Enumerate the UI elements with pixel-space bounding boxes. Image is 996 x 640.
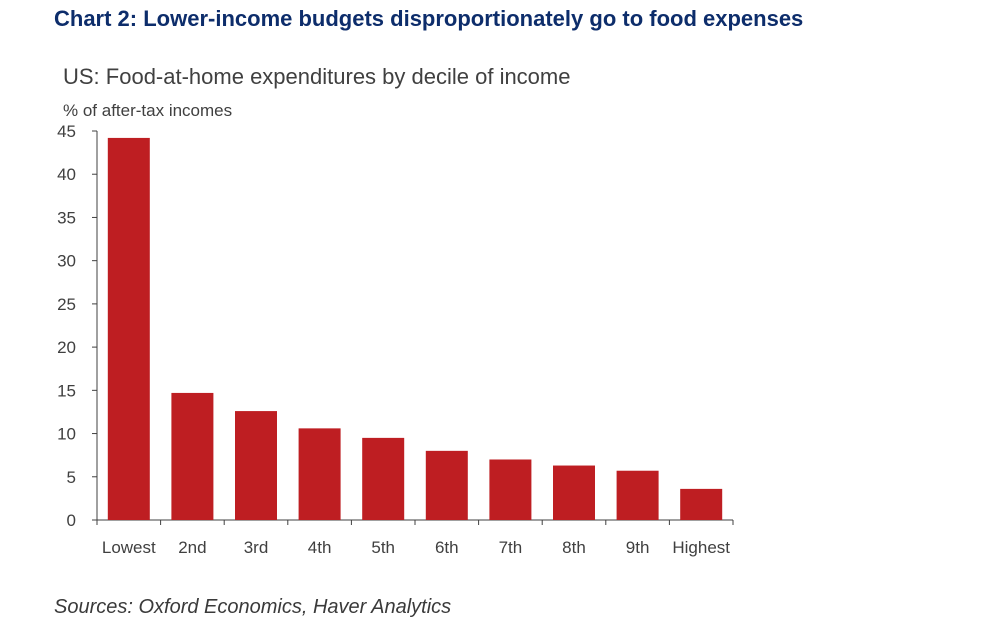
x-tick-label: Lowest [102, 538, 156, 557]
y-tick-label: 35 [57, 208, 76, 227]
y-axis-label: % of after-tax incomes [63, 101, 232, 120]
chart-title: US: Food-at-home expenditures by decile … [63, 64, 571, 89]
bar [107, 137, 150, 520]
y-tick-label: 0 [67, 511, 76, 530]
bar [425, 450, 468, 520]
x-tick-label: 7th [499, 538, 523, 557]
y-tick-label: 20 [57, 338, 76, 357]
x-tick-label: 8th [562, 538, 586, 557]
y-tick-label: 15 [57, 381, 76, 400]
x-tick-label: Highest [672, 538, 730, 557]
x-tick-label: 9th [626, 538, 650, 557]
y-tick-label: 5 [67, 468, 76, 487]
source-note: Sources: Oxford Economics, Haver Analyti… [54, 596, 452, 618]
x-tick-label: 2nd [178, 538, 206, 557]
chart-bars [107, 137, 723, 520]
bar [616, 470, 659, 520]
x-tick-label: 6th [435, 538, 459, 557]
bar [235, 411, 277, 520]
y-tick-label: 30 [57, 252, 76, 271]
bar [171, 392, 214, 520]
page-title: Chart 2: Lower-income budgets disproport… [54, 6, 804, 31]
x-tick-label: 3rd [244, 538, 269, 557]
y-tick-label: 10 [57, 425, 76, 444]
chart-tick-labels: 0 5 10 15 20 25 30 35 40 45 Lowest 2nd 3rd 4th 5th 6th 7… [57, 122, 730, 557]
x-tick-label: 4th [308, 538, 332, 557]
y-tick-label: 25 [57, 295, 76, 314]
bar [680, 488, 723, 520]
bar [362, 437, 405, 520]
x-tick-label: 5th [371, 538, 395, 557]
y-tick-label: 40 [57, 165, 76, 184]
bar [489, 459, 532, 520]
y-tick-label: 45 [57, 122, 76, 141]
bar [298, 428, 341, 520]
bar [553, 465, 595, 520]
